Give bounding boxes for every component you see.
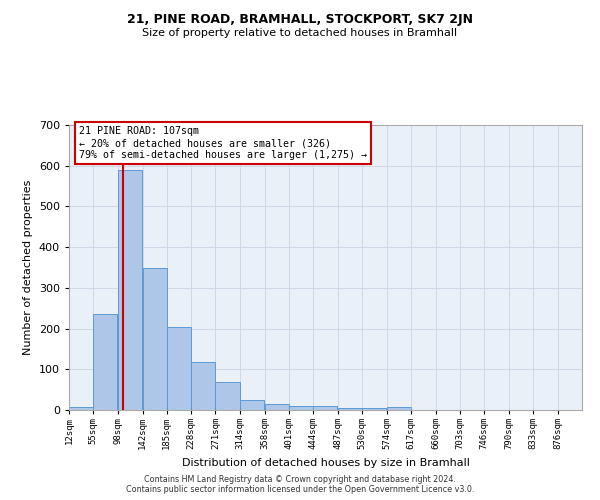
Bar [167,328,191,410]
Bar [191,362,215,410]
Bar [215,382,239,410]
Text: 21 PINE ROAD: 107sqm
← 20% of detached houses are smaller (326)
79% of semi-deta: 21 PINE ROAD: 107sqm ← 20% of detached h… [79,126,367,160]
Bar [118,170,142,410]
Text: Size of property relative to detached houses in Bramhall: Size of property relative to detached ho… [142,28,458,38]
Bar [289,406,313,410]
Bar [240,400,264,410]
Bar [265,404,289,410]
Bar [313,406,337,410]
X-axis label: Distribution of detached houses by size in Bramhall: Distribution of detached houses by size … [182,458,469,468]
Y-axis label: Number of detached properties: Number of detached properties [23,180,33,355]
Text: 21, PINE ROAD, BRAMHALL, STOCKPORT, SK7 2JN: 21, PINE ROAD, BRAMHALL, STOCKPORT, SK7 … [127,12,473,26]
Bar [338,408,362,410]
Text: Contains HM Land Registry data © Crown copyright and database right 2024.
Contai: Contains HM Land Registry data © Crown c… [126,474,474,494]
Bar [94,314,118,410]
Bar [362,408,386,410]
Bar [69,406,93,410]
Bar [143,268,167,410]
Bar [387,406,411,410]
